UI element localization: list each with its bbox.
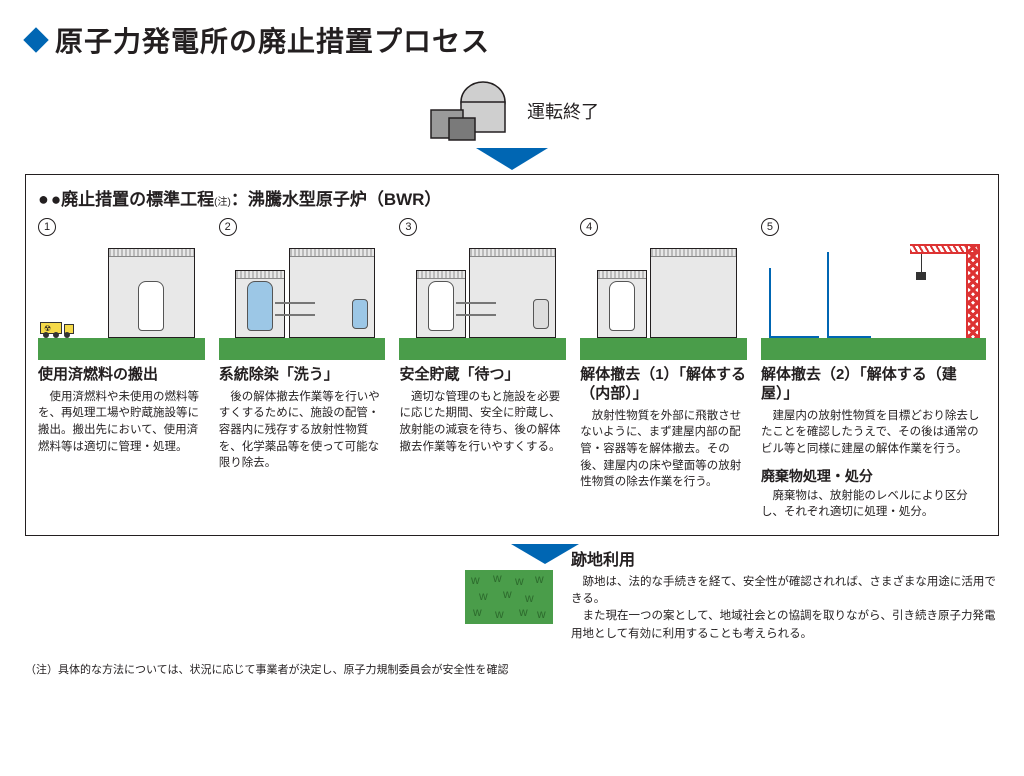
footnote: （注）具体的な方法については、状況に応じて事業者が決定し、原子力規制委員会が安全…: [25, 661, 999, 677]
process-box-title: ● ●廃止措置の標準工程 (注) ：沸騰水型原子炉（BWR）: [38, 185, 986, 210]
plant-row: 運転終了: [425, 80, 599, 142]
step-sub-desc: 廃棄物は、放射能のレベルにより区分し、それぞれ適切に処理・処分。: [761, 488, 986, 521]
step-heading: 解体撤去（1）「解体する（内部）」: [580, 366, 747, 404]
process-heading-suffix: ：沸騰水型原子炉（BWR）: [231, 185, 442, 210]
step-number: 3: [399, 218, 417, 236]
bottom-desc-1: 跡地は、法的な手続きを経て、安全性が確認されれば、さまざまな用途に活用できる。: [571, 574, 999, 609]
operation-end-label: 運転終了: [527, 98, 599, 124]
crane-icon: [966, 244, 980, 338]
step-desc: 使用済燃料や未使用の燃料等を、再処理工場や貯蔵施設等に搬出。搬出先において、使用…: [38, 389, 205, 456]
process-box: ● ●廃止措置の標準工程 (注) ：沸騰水型原子炉（BWR） 1 ☢: [25, 174, 999, 536]
steps-row: 1 ☢ 使用済燃料の搬出 使用済燃料や未使用の燃料等を、再処理工場や貯蔵施設等に…: [38, 218, 986, 521]
page-title: 原子力発電所の廃止措置プロセス: [55, 20, 490, 60]
step-1-illustration: ☢: [38, 240, 205, 360]
step-2-illustration: [219, 240, 386, 360]
step-number: 2: [219, 218, 237, 236]
step-5: 5 解体撤去（2）「解体する（建屋）」 建屋内の放射性物質を目標どおり除去したこ…: [761, 218, 986, 521]
diamond-bullet-icon: [23, 27, 48, 52]
step-3-illustration: [399, 240, 566, 360]
grass-field-icon: ᴡ ᴡ ᴡ ᴡ ᴡ ᴡ ᴡ ᴡ ᴡ ᴡ ᴡ: [465, 570, 553, 624]
step-number: 5: [761, 218, 779, 236]
step-heading: 系統除染「洗う」: [219, 366, 386, 385]
step-5-illustration: [761, 240, 986, 360]
step-desc: 適切な管理のもと施設を必要に応じた期間、安全に貯蔵し、放射能の減衰を待ち、後の解…: [399, 389, 566, 456]
step-heading: 安全貯蔵「待つ」: [399, 366, 566, 385]
top-section: 運転終了: [25, 80, 999, 170]
bottom-text: 跡地利用 跡地は、法的な手続きを経て、安全性が確認されれば、さまざまな用途に活用…: [571, 546, 999, 643]
power-plant-icon: [425, 80, 511, 142]
process-heading-note: (注): [214, 193, 231, 208]
step-heading: 解体撤去（2）「解体する（建屋）」: [761, 366, 986, 404]
step-desc: 後の解体撤去作業等を行いやすくするために、施設の配管・容器内に残存する放射性物質…: [219, 389, 386, 472]
arrow-down-icon: [511, 544, 579, 564]
step-2: 2 系統除染「洗う」 後の解体撤去作業等を行いやすくするために、施設の配管・容器…: [219, 218, 386, 521]
step-heading: 使用済燃料の搬出: [38, 366, 205, 385]
step-1: 1 ☢ 使用済燃料の搬出 使用済燃料や未使用の燃料等を、再処理工場や貯蔵施設等に…: [38, 218, 205, 521]
step-desc: 建屋内の放射性物質を目標どおり除去したことを確認したうえで、その後は通常のビル等…: [761, 408, 986, 458]
process-heading-prefix: ●廃止措置の標準工程: [51, 185, 214, 210]
title-row: 原子力発電所の廃止措置プロセス: [25, 20, 999, 60]
bottom-heading: 跡地利用: [571, 546, 999, 570]
step-4-illustration: [580, 240, 747, 360]
bottom-desc-2: また現在一つの案として、地域社会との協調を取りながら、引き続き原子力発電用地とし…: [571, 608, 999, 643]
step-3: 3 安全貯蔵「待つ」 適切な管理のもと施設を必要に応じた期間、安全に貯蔵し、放射…: [399, 218, 566, 521]
step-sub-heading: 廃棄物処理・処分: [761, 466, 986, 486]
step-number: 1: [38, 218, 56, 236]
bullet-icon: ●: [38, 189, 49, 210]
step-desc: 放射性物質を外部に飛散させないように、まず建屋内部の配管・容器等を解体撤去。その…: [580, 408, 747, 491]
truck-icon: ☢: [40, 320, 74, 338]
arrow-down-icon: [476, 148, 548, 170]
step-4: 4 解体撤去（1）「解体する（内部）」 放射性物質を外部に飛散させないように、ま…: [580, 218, 747, 521]
step-number: 4: [580, 218, 598, 236]
